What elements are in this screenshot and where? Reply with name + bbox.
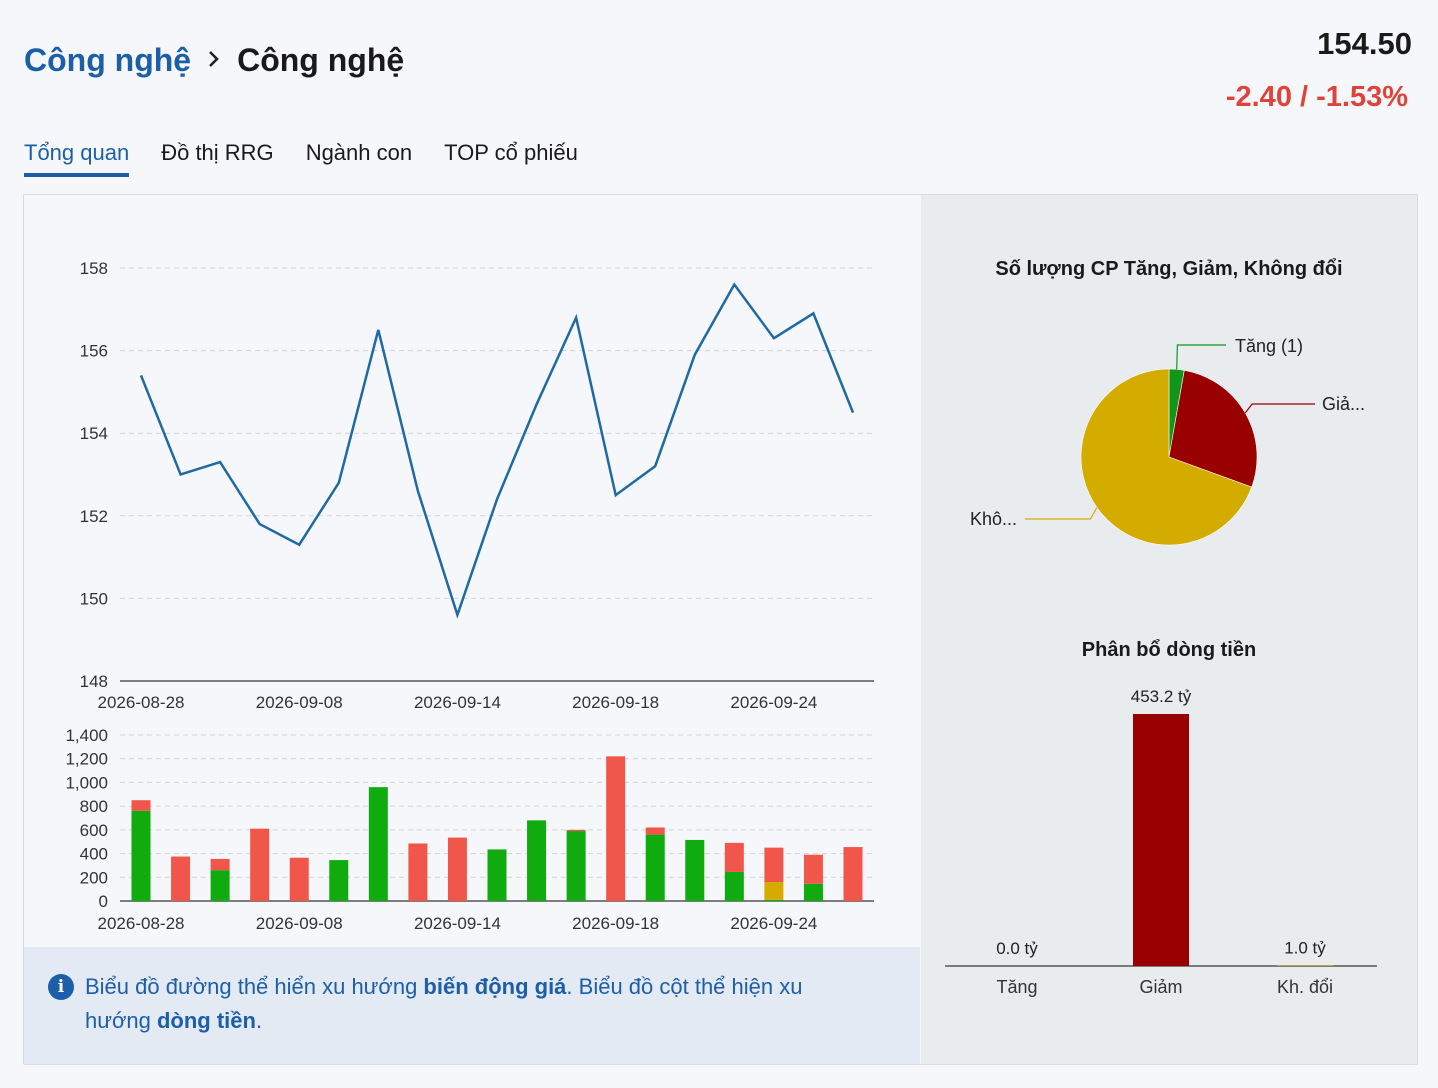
flow-bar-down bbox=[408, 843, 428, 901]
pie-callout-line bbox=[1244, 403, 1315, 414]
flow-bar-down bbox=[210, 858, 230, 871]
flow-bar-down bbox=[171, 856, 191, 901]
x-tick-label: 2026-09-08 bbox=[256, 914, 343, 933]
index-price: 154.50 bbox=[1317, 26, 1412, 61]
x-tick-label: 2026-08-28 bbox=[98, 914, 185, 933]
x-tick-label: 2026-09-24 bbox=[730, 914, 817, 933]
x-tick-label: 2026-09-24 bbox=[730, 693, 817, 712]
y-tick-label: 150 bbox=[80, 589, 108, 608]
x-tick-label: 2026-09-14 bbox=[414, 914, 501, 933]
flow-bar-down bbox=[566, 829, 586, 832]
breadcrumb-current: Công nghệ bbox=[237, 42, 405, 78]
flow-bar-down bbox=[843, 847, 863, 901]
price-flow-panel: 148 150 152 154 156 158 2026-08-28 2026-09-08 20… bbox=[24, 195, 920, 1064]
flow-bar-up bbox=[487, 849, 507, 901]
tab-bar: Tổng quan Đồ thị RRG Ngành con TOP cổ ph… bbox=[24, 140, 610, 177]
flow-bar-down bbox=[764, 847, 784, 883]
y-tick-label: 400 bbox=[80, 845, 108, 864]
flow-category-label: Kh. đổi bbox=[1277, 977, 1333, 997]
y-tick-label: 1,400 bbox=[65, 726, 108, 745]
flow-category-label: Giảm bbox=[1139, 977, 1182, 997]
pie-label: Khô... bbox=[970, 509, 1017, 529]
flow-bar-up bbox=[645, 834, 665, 901]
x-tick-label: 2026-09-18 bbox=[572, 693, 659, 712]
note-text-1: Biểu đồ đường thể hiển xu hướng bbox=[85, 974, 424, 999]
flow-bar-up bbox=[685, 839, 705, 901]
y-tick-label: 800 bbox=[80, 797, 108, 816]
flow-bar bbox=[1133, 714, 1189, 966]
flow-bar-up bbox=[527, 820, 547, 901]
y-tick-label: 158 bbox=[80, 259, 108, 278]
y-tick-label: 152 bbox=[80, 507, 108, 526]
price-series-line bbox=[139, 282, 855, 619]
y-tick-label: 148 bbox=[80, 672, 108, 691]
pie-title: Số lượng CP Tăng, Giảm, Không đổi bbox=[995, 258, 1342, 280]
breadth-pie-chart: Số lượng CP Tăng, Giảm, Không đổi Tăng (1… bbox=[970, 258, 1365, 546]
chevron-right-icon bbox=[207, 45, 221, 76]
y-tick-label: 154 bbox=[80, 424, 108, 443]
flow-bar-down bbox=[724, 842, 744, 872]
y-tick-label: 600 bbox=[80, 821, 108, 840]
flow-bar-up bbox=[329, 860, 349, 901]
pie-callout-line bbox=[1025, 507, 1098, 520]
y-tick-label: 0 bbox=[99, 892, 108, 911]
info-note: i Biểu đồ đường thể hiển xu hướng biến đ… bbox=[24, 947, 920, 1064]
flow-bar bbox=[1277, 965, 1333, 966]
flow-bar-down bbox=[250, 828, 270, 901]
flow-bar-up bbox=[210, 870, 230, 901]
tab-overview[interactable]: Tổng quan bbox=[24, 140, 130, 177]
flow-data-label: 0.0 tỷ bbox=[996, 939, 1038, 958]
x-tick-label: 2026-09-08 bbox=[256, 693, 343, 712]
flow-bar-unchanged bbox=[764, 882, 784, 900]
breadth-panel: Số lượng CP Tăng, Giảm, Không đổi Tăng (1… bbox=[921, 195, 1417, 1064]
info-note-text: Biểu đồ đường thể hiển xu hướng biến độn… bbox=[85, 970, 865, 1038]
flow-bar-up bbox=[566, 831, 586, 901]
flow-bar-up bbox=[724, 871, 744, 901]
y-tick-label: 1,200 bbox=[65, 750, 108, 769]
overview-card: 148 150 152 154 156 158 2026-08-28 2026-09-08 20… bbox=[23, 194, 1418, 1065]
flow-data-label: 1.0 tỷ bbox=[1284, 938, 1326, 957]
x-tick-label: 2026-09-18 bbox=[572, 914, 659, 933]
note-text-2: . Biểu đồ cột thể hiện xu hướng bbox=[85, 974, 803, 1033]
flow-data-label: 453.2 tỷ bbox=[1131, 687, 1192, 706]
flow-bar-down bbox=[131, 800, 151, 811]
pie-label: Tăng (1) bbox=[1235, 336, 1303, 356]
note-text-3: . bbox=[255, 1008, 263, 1033]
flow-bar-up bbox=[803, 883, 823, 901]
flow-bar-down bbox=[447, 837, 467, 901]
pie-callout-line bbox=[1176, 344, 1226, 370]
note-bold-2: dòng tiền bbox=[156, 1008, 256, 1033]
tab-rrg-chart[interactable]: Đồ thị RRG bbox=[161, 140, 274, 165]
x-tick-label: 2026-08-28 bbox=[98, 693, 185, 712]
page-header: Công nghệ Công nghệ 154.50 -2.40 / -1.53… bbox=[0, 0, 1438, 120]
flow-title: Phân bổ dòng tiền bbox=[1082, 639, 1256, 661]
index-change: -2.40 / -1.53% bbox=[1225, 81, 1408, 113]
x-tick-label: 2026-09-14 bbox=[414, 693, 501, 712]
pie-label: Giả... bbox=[1322, 394, 1365, 414]
tab-sub-industries[interactable]: Ngành con bbox=[305, 140, 413, 165]
note-bold-1: biến động giá bbox=[423, 974, 567, 999]
flow-bar-up bbox=[368, 787, 388, 901]
y-tick-label: 1,000 bbox=[65, 773, 108, 792]
flow-bar-down bbox=[645, 827, 665, 835]
breadcrumb-parent-link[interactable]: Công nghệ bbox=[24, 42, 192, 78]
flow-bar-up bbox=[131, 810, 151, 901]
money-flow-bar-chart: 0 200 400 600 800 1,000 1,200 1,400 2026-08-28 20… bbox=[65, 726, 874, 933]
flow-bar-down bbox=[606, 756, 626, 901]
info-icon: i bbox=[48, 974, 74, 1000]
flow-distribution-chart: Phân bổ dòng tiền 0.0 tỷ Tăng 453.2 tỷ Giảm 1… bbox=[945, 639, 1377, 997]
tab-top-stocks[interactable]: TOP cổ phiếu bbox=[444, 140, 578, 165]
flow-bar-down bbox=[289, 857, 309, 901]
price-line-chart: 148 150 152 154 156 158 2026-08-28 2026-09-08 20… bbox=[80, 259, 874, 712]
breadcrumb: Công nghệ Công nghệ bbox=[24, 42, 404, 79]
flow-bar-down bbox=[803, 854, 823, 884]
pie-slice bbox=[1080, 368, 1253, 546]
flow-bar-up bbox=[764, 899, 784, 901]
flow-category-label: Tăng bbox=[996, 977, 1037, 997]
y-tick-label: 200 bbox=[80, 868, 108, 887]
y-tick-label: 156 bbox=[80, 342, 108, 361]
